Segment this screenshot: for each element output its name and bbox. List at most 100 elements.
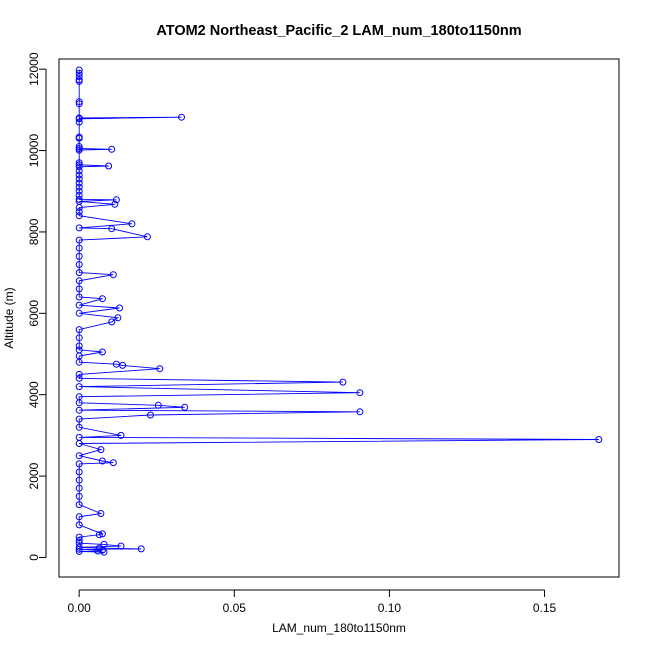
- data-point: [119, 361, 127, 369]
- data-point: [75, 277, 83, 285]
- data-point: [75, 179, 83, 187]
- data-point: [75, 501, 83, 509]
- data-point: [595, 436, 603, 443]
- data-point: [75, 513, 83, 521]
- data-point: [75, 73, 83, 80]
- data-point: [75, 460, 83, 468]
- data-point: [75, 212, 83, 220]
- data-point: [75, 261, 83, 268]
- data-point: [75, 484, 83, 492]
- data-point: [108, 318, 116, 326]
- data-point: [75, 370, 83, 378]
- data-point: [75, 547, 83, 555]
- data-point: [75, 342, 83, 350]
- data-point: [156, 365, 164, 373]
- data-point: [75, 326, 83, 334]
- data-point: [75, 543, 83, 551]
- y-tick-label: 0: [27, 554, 41, 561]
- data-point: [75, 423, 83, 431]
- data-point: [75, 536, 83, 544]
- data-point: [114, 314, 122, 322]
- data-point: [75, 406, 83, 414]
- data-point: [75, 69, 83, 77]
- x-tick-label: 0.05: [223, 601, 247, 615]
- data-point: [75, 415, 83, 423]
- chart-title: ATOM2 Northeast_Pacific_2 LAM_num_180to1…: [156, 23, 521, 39]
- data-point: [75, 167, 83, 175]
- data-point: [75, 115, 83, 123]
- data-point: [75, 159, 83, 167]
- data-point: [75, 545, 83, 553]
- data-point: [116, 304, 123, 312]
- data-point: [154, 401, 162, 409]
- data-point: [75, 134, 83, 142]
- data-point: [75, 440, 83, 447]
- data-point: [75, 358, 83, 366]
- data-point: [75, 285, 83, 293]
- data-point: [109, 459, 117, 467]
- data-point: [98, 457, 106, 465]
- series-line: [78, 70, 599, 553]
- y-axis: 0 2000 4000 6000 8000 10000 12000: [27, 52, 47, 561]
- x-tick-label: 0.00: [67, 601, 91, 615]
- y-tick-label: 4000: [27, 381, 41, 408]
- data-point: [75, 204, 83, 211]
- data-point: [97, 446, 105, 454]
- data-point: [75, 183, 83, 191]
- data-point: [75, 224, 83, 232]
- data-point: [75, 236, 83, 244]
- data-point: [181, 403, 189, 411]
- data-point: [75, 252, 83, 260]
- data-point: [75, 171, 83, 179]
- data-point: [75, 195, 83, 203]
- data-point: [75, 175, 83, 183]
- data-point: [98, 530, 106, 538]
- data-point: [356, 389, 364, 397]
- data-point: [75, 269, 83, 277]
- y-axis-label: Altitude (m): [2, 287, 16, 348]
- data-point: [111, 200, 119, 208]
- data-point: [109, 271, 117, 279]
- data-point: [117, 542, 125, 550]
- data-point: [75, 452, 83, 460]
- x-tick-label: 0.15: [533, 601, 557, 615]
- data-point: [143, 233, 151, 241]
- data-point: [97, 510, 105, 517]
- data-point: [75, 100, 83, 108]
- data-point: [147, 411, 154, 419]
- data-point: [108, 145, 116, 153]
- data-point: [356, 408, 364, 416]
- data-point: [75, 77, 83, 85]
- data-point: [105, 162, 113, 170]
- data-point: [75, 146, 83, 154]
- series-layer: [75, 66, 603, 556]
- data-point: [112, 196, 120, 204]
- x-axis-label: LAM_num_180to1150nm: [272, 621, 406, 635]
- x-tick-label: 0.10: [378, 601, 402, 615]
- data-point: [75, 383, 83, 391]
- data-point: [75, 244, 83, 252]
- data-point: [75, 98, 83, 106]
- data-point: [178, 113, 185, 121]
- data-point: [75, 143, 83, 150]
- data-point: [339, 378, 347, 386]
- data-point: [75, 476, 83, 484]
- data-point: [75, 334, 83, 342]
- data-point: [75, 163, 83, 171]
- y-tick-label: 8000: [27, 218, 41, 245]
- data-point: [75, 492, 83, 500]
- data-point: [75, 309, 83, 317]
- data-point: [108, 225, 116, 233]
- data-point: [98, 546, 106, 554]
- data-point: [75, 374, 83, 382]
- data-point: [75, 187, 83, 195]
- data-point: [75, 118, 83, 126]
- y-tick-label: 2000: [27, 462, 41, 489]
- data-point: [100, 548, 108, 556]
- data-point: [137, 545, 145, 553]
- y-tick-label: 6000: [27, 300, 41, 327]
- data-point: [75, 468, 83, 476]
- data-point: [98, 348, 106, 356]
- data-point: [75, 521, 83, 529]
